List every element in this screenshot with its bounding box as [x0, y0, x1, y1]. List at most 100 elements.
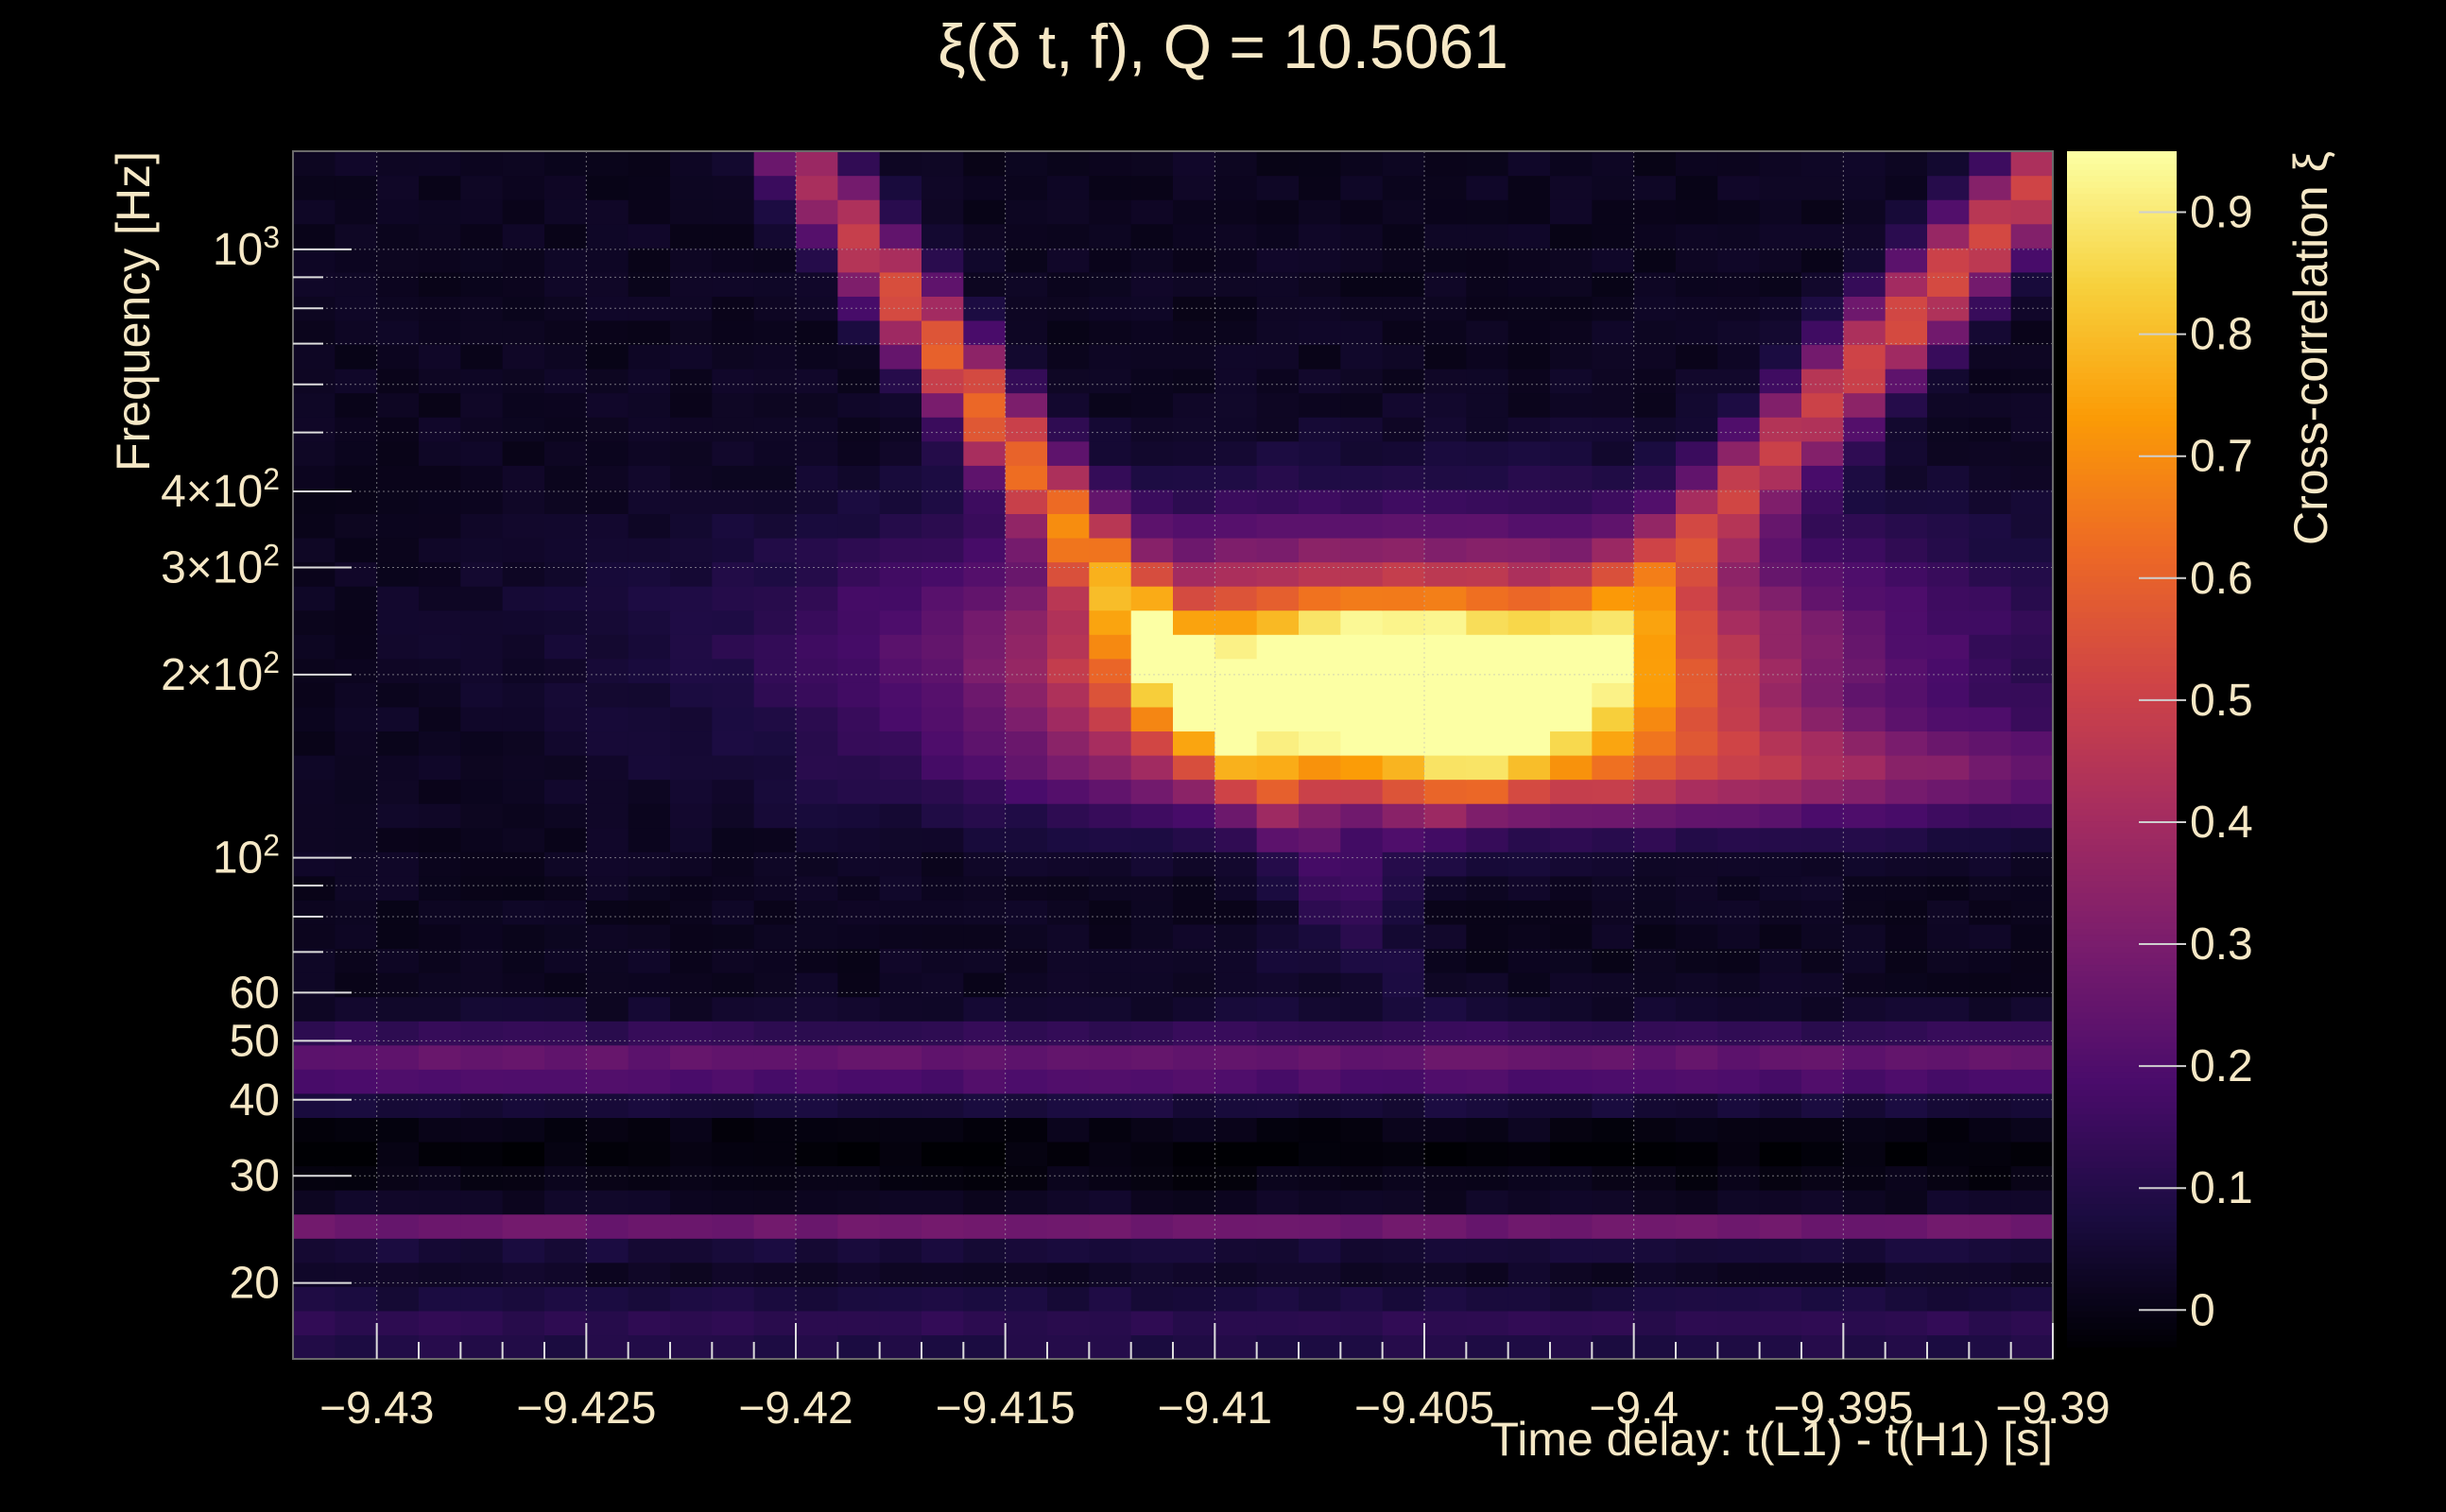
heatmap-cell [1466, 513, 1509, 539]
heatmap-cell [335, 561, 378, 587]
heatmap-cell [963, 248, 1007, 273]
heatmap-cell [753, 271, 797, 297]
heatmap-cell [1927, 1141, 1970, 1167]
heatmap-cell [712, 465, 755, 490]
heatmap-cell [1340, 1165, 1384, 1191]
heatmap-cell [753, 1021, 797, 1046]
heatmap-cell [1507, 1286, 1551, 1312]
heatmap-cell [335, 1334, 378, 1360]
heatmap-cell [1424, 561, 1467, 587]
heatmap-cell [1130, 706, 1174, 732]
heatmap-cell [1214, 1238, 1258, 1263]
heatmap-cell [753, 948, 797, 973]
heatmap-cell [1089, 1213, 1132, 1239]
heatmap-cell [879, 1262, 922, 1287]
colorbar-strip [2067, 1000, 2177, 1007]
heatmap-cell [419, 1117, 461, 1143]
heatmap-cell [1759, 803, 1802, 829]
heatmap-cell [1299, 851, 1341, 877]
colorbar-strip [2067, 664, 2177, 673]
heatmap-cell [1256, 248, 1300, 273]
heatmap-cell [1592, 319, 1635, 346]
heatmap-cell [1466, 1165, 1509, 1191]
heatmap-cell [1089, 923, 1132, 950]
heatmap-cell [1801, 561, 1844, 587]
heatmap-cell [1214, 1190, 1258, 1215]
colorbar-strip [2067, 826, 2177, 833]
heatmap-cell [1466, 851, 1509, 877]
heatmap-cell [879, 392, 922, 418]
heatmap-cell [460, 1310, 504, 1336]
heatmap-cell [1047, 682, 1090, 708]
heatmap-cell [1256, 1190, 1300, 1215]
heatmap-cell [922, 1334, 964, 1360]
heatmap-cell [1089, 851, 1132, 877]
heatmap-cell [922, 1021, 964, 1046]
heatmap-cell [293, 417, 336, 442]
heatmap-cell [1801, 827, 1844, 852]
heatmap-cell [1214, 803, 1258, 829]
heatmap-cell [837, 1213, 881, 1239]
colorbar-strip [2067, 677, 2177, 684]
heatmap-cell [376, 730, 420, 756]
colorbar-strip [2067, 247, 2177, 254]
heatmap-cell [670, 706, 713, 732]
heatmap-cell [1299, 948, 1341, 973]
heatmap-cell [753, 1334, 797, 1360]
heatmap-cell [1843, 465, 1886, 490]
y-axis-label: Frequency [Hz] [107, 151, 160, 472]
heatmap-cell [586, 1117, 629, 1143]
heatmap-cell [796, 1334, 838, 1360]
heatmap-cell [1676, 923, 1718, 950]
colorbar-strip [2067, 163, 2177, 170]
heatmap-cell [1382, 948, 1425, 973]
heatmap-cell [1550, 223, 1593, 249]
heatmap-cell [1173, 730, 1215, 756]
heatmap-cell [628, 682, 671, 708]
heatmap-cell [1005, 223, 1048, 249]
heatmap-cell [1550, 417, 1593, 442]
heatmap-cell [1801, 610, 1844, 635]
heatmap-cell [1592, 1141, 1635, 1167]
heatmap-cell [837, 175, 881, 200]
heatmap-cell [1130, 537, 1174, 563]
heatmap-cell [419, 417, 461, 442]
colorbar-tick-label: 0.4 [2190, 798, 2253, 848]
heatmap-cell [670, 175, 713, 200]
heatmap-cell [1801, 634, 1844, 660]
heatmap-cell [460, 296, 504, 321]
heatmap-cell [1466, 440, 1509, 466]
heatmap-cell [796, 779, 838, 804]
heatmap-cell [712, 972, 755, 998]
heatmap-cell [1550, 900, 1593, 925]
heatmap-cell [502, 779, 545, 804]
heatmap-cell [1466, 537, 1509, 563]
heatmap-cell [963, 199, 1007, 225]
heatmap-cell [1759, 1262, 1802, 1287]
colorbar-strip [2067, 558, 2177, 565]
heatmap-cell [1843, 779, 1886, 804]
heatmap-cell [1214, 151, 1258, 177]
heatmap-cell [1256, 440, 1300, 466]
colorbar-strip [2067, 939, 2177, 948]
heatmap-cell [1592, 634, 1635, 660]
heatmap-cell [1340, 1092, 1384, 1118]
colorbar-strip [2067, 450, 2177, 457]
heatmap-cell [293, 1213, 336, 1239]
heatmap-cell [1843, 440, 1886, 466]
colorbar-strip [2067, 193, 2177, 200]
heatmap-cell [376, 923, 420, 950]
heatmap-cell [1969, 682, 2012, 708]
heatmap-cell [1927, 875, 1970, 901]
colorbar-strip [2067, 1054, 2177, 1061]
heatmap-cell [1382, 489, 1425, 514]
heatmap-cell [879, 972, 922, 998]
colorbar-strip [2067, 420, 2177, 427]
heatmap-cell [419, 634, 461, 660]
heatmap-cell [1299, 803, 1341, 829]
heatmap-cell [419, 319, 461, 346]
heatmap-cell [1130, 1141, 1174, 1167]
heatmap-cell [335, 875, 378, 901]
heatmap-cell [879, 996, 922, 1022]
colorbar-strip [2067, 1221, 2177, 1228]
